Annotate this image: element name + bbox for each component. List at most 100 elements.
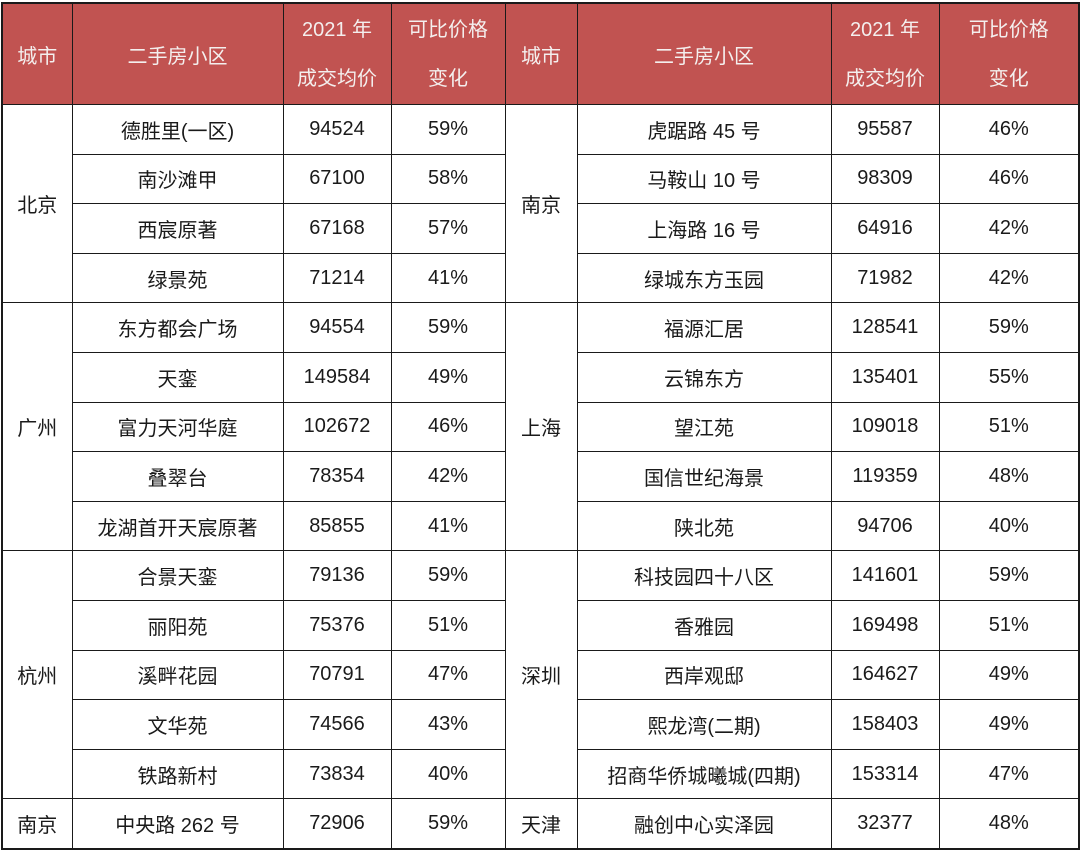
community-cell: 东方都会广场 bbox=[71, 302, 284, 353]
table-row: 文华苑 74566 43% 熙龙湾(二期) 158403 49% bbox=[2, 699, 1080, 750]
table-row: 溪畔花园 70791 47% 西岸观邸 164627 49% bbox=[2, 649, 1080, 701]
community-cell: 西岸观邸 bbox=[576, 649, 832, 701]
change-cell: 57% bbox=[390, 203, 506, 254]
price-cell: 79136 bbox=[282, 550, 392, 601]
change-cell: 41% bbox=[390, 500, 506, 552]
table-row: 叠翠台 78354 42% 国信世纪海景 119359 48% bbox=[2, 451, 1080, 502]
table-row: 北京 德胜里(一区) 94524 59% 南京 虎踞路 45 号 95587 46% bbox=[1, 103, 1080, 304]
community-cell: 溪畔花园 bbox=[71, 649, 284, 701]
community-cell: 德胜里(一区) bbox=[71, 104, 284, 155]
community-cell: 融创中心实泽园 bbox=[576, 798, 832, 850]
city-cell: 天津 bbox=[504, 798, 578, 850]
city-cell: 深圳 bbox=[504, 550, 578, 800]
city-cell: 广州 bbox=[1, 302, 73, 552]
community-cell: 云锦东方 bbox=[576, 351, 832, 403]
change-cell: 47% bbox=[938, 748, 1080, 800]
change-cell: 59% bbox=[390, 302, 506, 353]
change-cell: 55% bbox=[938, 351, 1080, 403]
community-cell: 虎踞路 45 号 bbox=[576, 104, 832, 155]
price-cell: 71982 bbox=[830, 252, 940, 304]
price-cell: 158403 bbox=[830, 699, 940, 750]
table-row: 富力天河华庭 102672 46% 望江苑 109018 51% bbox=[2, 401, 1080, 453]
change-cell: 49% bbox=[938, 699, 1080, 750]
table-row: 龙湖首开天宸原著 85855 41% 陕北苑 94706 40% bbox=[2, 500, 1080, 552]
header-price-left: 2021 年 成交均价 bbox=[282, 2, 392, 105]
price-cell: 119359 bbox=[830, 451, 940, 502]
table-row: 广州 东方都会广场 94554 59% 上海 福源汇居 128541 59% bbox=[1, 302, 1080, 552]
price-cell: 164627 bbox=[830, 649, 940, 701]
change-cell: 59% bbox=[938, 302, 1080, 353]
header-price-line1: 2021 年 bbox=[849, 18, 921, 41]
table-row: 南京 中央路 262 号 72906 59% 天津 融创中心实泽园 32377 48% bbox=[1, 798, 1080, 850]
change-cell: 59% bbox=[938, 550, 1080, 601]
community-cell: 香雅园 bbox=[576, 599, 832, 651]
city-cell: 北京 bbox=[1, 103, 73, 304]
change-cell: 48% bbox=[938, 798, 1080, 850]
community-cell: 福源汇居 bbox=[576, 302, 832, 353]
change-cell: 58% bbox=[390, 153, 506, 205]
price-cell: 75376 bbox=[282, 599, 392, 651]
community-cell: 丽阳苑 bbox=[71, 599, 284, 651]
table-row: 西宸原著 67168 57% 上海路 16 号 64916 42% bbox=[2, 203, 1080, 254]
community-cell: 南沙滩甲 bbox=[71, 153, 284, 205]
change-cell: 42% bbox=[390, 451, 506, 502]
price-cell: 70791 bbox=[282, 649, 392, 701]
price-cell: 102672 bbox=[282, 401, 392, 453]
community-cell: 富力天河华庭 bbox=[71, 401, 284, 453]
header-price-line1: 2021 年 bbox=[301, 18, 373, 41]
community-cell: 熙龙湾(二期) bbox=[576, 699, 832, 750]
community-cell: 合景天銮 bbox=[71, 550, 284, 601]
community-cell: 科技园四十八区 bbox=[576, 550, 832, 601]
header-change-right: 可比价格 变化 bbox=[938, 2, 1080, 105]
header-row: 城市 二手房小区 2021 年 成交均价 可比价格 变化 城市 二手房小区 20… bbox=[1, 2, 1080, 105]
header-city-left: 城市 bbox=[1, 2, 73, 105]
community-cell: 文华苑 bbox=[71, 699, 284, 750]
change-cell: 42% bbox=[938, 203, 1080, 254]
header-city-right: 城市 bbox=[504, 2, 578, 105]
city-cell: 南京 bbox=[504, 103, 578, 304]
community-cell: 叠翠台 bbox=[71, 451, 284, 502]
price-cell: 71214 bbox=[282, 252, 392, 304]
change-cell: 43% bbox=[390, 699, 506, 750]
price-cell: 67168 bbox=[282, 203, 392, 254]
header-community-right: 二手房小区 bbox=[576, 2, 832, 105]
change-cell: 48% bbox=[938, 451, 1080, 502]
community-cell: 招商华侨城曦城(四期) bbox=[576, 748, 832, 800]
header-change-line2: 变化 bbox=[988, 67, 1029, 90]
table-row: 铁路新村 73834 40% 招商华侨城曦城(四期) 153314 47% bbox=[2, 748, 1080, 800]
price-cell: 94554 bbox=[282, 302, 392, 353]
change-cell: 51% bbox=[390, 599, 506, 651]
table-body: 北京 德胜里(一区) 94524 59% 南京 虎踞路 45 号 95587 46% 南沙滩甲 6… bbox=[1, 103, 1080, 850]
table-header: 城市 二手房小区 2021 年 成交均价 可比价格 变化 城市 二手房小区 20… bbox=[1, 2, 1080, 105]
table-row: 绿景苑 71214 41% 绿城东方玉园 71982 42% bbox=[2, 252, 1080, 304]
price-cell: 95587 bbox=[830, 104, 940, 155]
price-cell: 85855 bbox=[282, 500, 392, 552]
header-change-line1: 可比价格 bbox=[408, 18, 488, 41]
community-cell: 天銮 bbox=[71, 351, 284, 403]
change-cell: 40% bbox=[938, 500, 1080, 552]
table-row: 丽阳苑 75376 51% 香雅园 169498 51% bbox=[2, 599, 1080, 651]
price-cell: 109018 bbox=[830, 401, 940, 453]
price-cell: 67100 bbox=[282, 153, 392, 205]
change-cell: 49% bbox=[390, 351, 506, 403]
change-cell: 59% bbox=[390, 550, 506, 601]
community-cell: 陕北苑 bbox=[576, 500, 832, 552]
change-cell: 41% bbox=[390, 252, 506, 304]
price-cell: 153314 bbox=[830, 748, 940, 800]
city-cell: 杭州 bbox=[1, 550, 73, 800]
change-cell: 47% bbox=[390, 649, 506, 701]
price-cell: 78354 bbox=[282, 451, 392, 502]
community-cell: 绿景苑 bbox=[71, 252, 284, 304]
community-cell: 西宸原著 bbox=[71, 203, 284, 254]
city-cell: 上海 bbox=[504, 302, 578, 552]
price-cell: 94706 bbox=[830, 500, 940, 552]
change-cell: 59% bbox=[390, 798, 506, 850]
change-cell: 51% bbox=[938, 401, 1080, 453]
price-cell: 149584 bbox=[282, 351, 392, 403]
price-cell: 94524 bbox=[282, 104, 392, 155]
price-cell: 141601 bbox=[830, 550, 940, 601]
community-cell: 上海路 16 号 bbox=[576, 203, 832, 254]
community-cell: 国信世纪海景 bbox=[576, 451, 832, 502]
header-price-right: 2021 年 成交均价 bbox=[830, 2, 940, 105]
